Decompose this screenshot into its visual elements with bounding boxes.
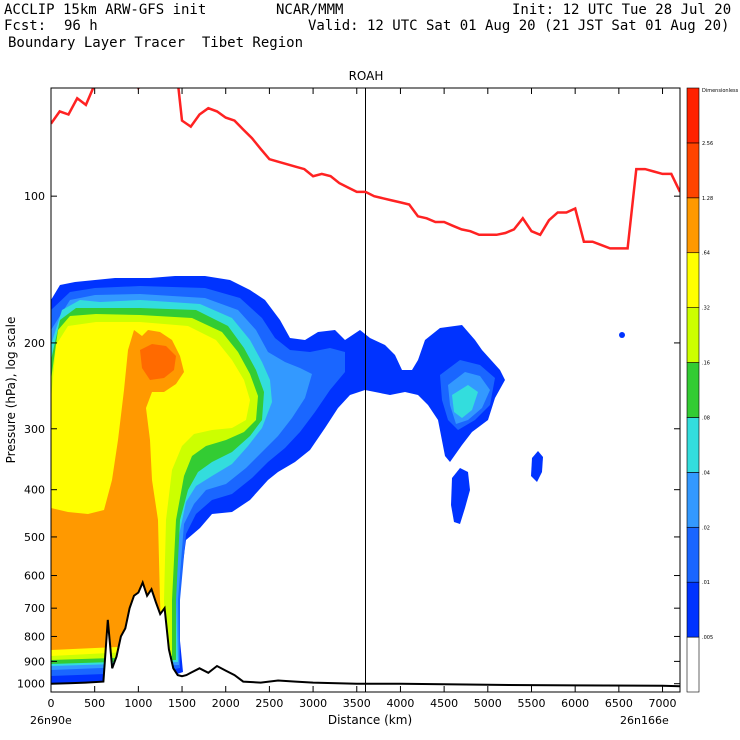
colorbar-swatch: [686, 252, 700, 308]
colorbar-level-label: 2.56: [702, 141, 713, 147]
x-tick-label: 2000: [212, 697, 240, 710]
x-tick-label: 3500: [343, 697, 371, 710]
tropopause-line: [51, 88, 680, 250]
colorbar-swatch: [686, 362, 700, 418]
colorbar-title: Dimensionless: [702, 88, 739, 94]
y-tick-label: 300: [24, 423, 45, 436]
y-tick-label: 700: [24, 602, 45, 615]
colorbar-swatch: [686, 197, 700, 254]
colorbar-swatch: [686, 87, 700, 144]
x-tick-label: 6000: [561, 697, 589, 710]
y-tick-label: 800: [24, 630, 45, 643]
x-axis-title: Distance (km): [328, 713, 412, 727]
x-tick-label: 1500: [168, 697, 196, 710]
x-tick-label: 3000: [299, 697, 327, 710]
forecast-hour: 96 h: [64, 18, 98, 34]
colorbar-swatch: [686, 636, 700, 693]
forecast-label: Fcst:: [4, 18, 47, 34]
x-tick-label: 4000: [386, 697, 414, 710]
colorbar-level-label: .32: [702, 306, 710, 312]
colorbar-swatch: [686, 307, 700, 363]
x-end-label: 26n166e: [620, 714, 669, 727]
x-start-label: 26n90e: [30, 714, 72, 727]
y-tick-label: 100: [24, 190, 45, 203]
y-tick-label: 900: [24, 655, 45, 668]
org-label: NCAR/MMM: [276, 2, 344, 18]
colorbar-level-label: .005: [702, 635, 713, 641]
colorbar-level-label: .08: [702, 415, 710, 421]
valid-time: Valid: 12 UTC Sat 01 Aug 20 (21 JST Sat …: [308, 18, 730, 34]
x-tick-label: 5500: [517, 697, 545, 710]
model-title: ACCLIP 15km ARW-GFS init: [4, 2, 207, 18]
colorbar-level-label: 1.28: [702, 196, 713, 202]
y-tick-label: 500: [24, 531, 45, 544]
colorbar-swatch: [686, 472, 700, 528]
product-title: Boundary Layer Tracer Tibet Region: [8, 35, 304, 51]
terrain-fill: [51, 582, 680, 692]
colorbar-swatch: [686, 142, 700, 199]
x-tick-label: 500: [84, 697, 105, 710]
colorbar-level-label: .16: [702, 361, 710, 367]
x-tick-label: 5000: [474, 697, 502, 710]
colorbar: .005 .01 .02 .04 .08 .16 .32 .64 1.28 2.56 Dimensi…: [686, 87, 739, 693]
chart-title: ROAH: [349, 69, 384, 83]
x-tick-label: 0: [48, 697, 55, 710]
colorbar-swatch: [686, 417, 700, 473]
colorbar-level-label: .02: [702, 525, 710, 531]
y-tick-label: 400: [24, 484, 45, 497]
init-time: Init: 12 UTC Tue 28 Jul 20: [512, 2, 732, 18]
tracer-contour-256: [140, 344, 176, 380]
x-tick-label: 1000: [124, 697, 152, 710]
x-tick-label: 2500: [255, 697, 283, 710]
tracer-field: [51, 276, 680, 692]
y-axis-title: Pressure (hPa), log scale: [4, 317, 18, 464]
colorbar-level-label: .04: [702, 470, 710, 476]
x-axis: 0 500 1000 1500 2000 2500 3000 3500 4000 4500 5000…: [48, 88, 677, 710]
y-tick-label: 200: [24, 337, 45, 350]
colorbar-level-label: .01: [702, 580, 710, 586]
y-tick-label: 1000: [17, 678, 45, 691]
colorbar-swatch: [686, 526, 700, 583]
colorbar-swatch: [686, 581, 700, 638]
tracer-contour-128: [51, 330, 184, 650]
tracer-contour-01-isolated-b: [531, 451, 543, 482]
plot-frame: [50, 87, 681, 693]
colorbar-level-label: .64: [702, 251, 710, 257]
tracer-contour-08-east: [452, 385, 478, 418]
terrain-line: [51, 579, 680, 688]
tracer-contour-01-isolated-c: [619, 332, 625, 338]
y-tick-label: 600: [24, 570, 45, 583]
tracer-contour-01-isolated-a: [451, 468, 470, 524]
y-axis: 100 200 300 400 500 600 700 800 900 1000: [17, 190, 680, 691]
x-tick-label: 4500: [430, 697, 458, 710]
x-tick-label: 6500: [605, 697, 633, 710]
x-tick-label: 7000: [649, 697, 677, 710]
